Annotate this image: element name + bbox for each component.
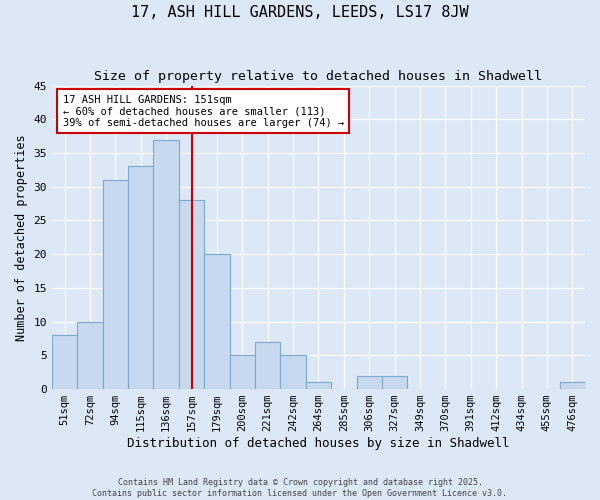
Bar xyxy=(77,322,103,389)
Bar xyxy=(179,200,204,389)
Bar xyxy=(382,376,407,389)
Bar xyxy=(356,376,382,389)
Bar xyxy=(103,180,128,389)
Bar xyxy=(280,356,306,389)
Bar xyxy=(128,166,154,389)
Y-axis label: Number of detached properties: Number of detached properties xyxy=(15,134,28,340)
X-axis label: Distribution of detached houses by size in Shadwell: Distribution of detached houses by size … xyxy=(127,437,510,450)
Bar xyxy=(154,140,179,389)
Bar xyxy=(255,342,280,389)
Title: Size of property relative to detached houses in Shadwell: Size of property relative to detached ho… xyxy=(94,70,542,83)
Text: 17 ASH HILL GARDENS: 151sqm
← 60% of detached houses are smaller (113)
39% of se: 17 ASH HILL GARDENS: 151sqm ← 60% of det… xyxy=(62,94,344,128)
Bar xyxy=(230,356,255,389)
Bar xyxy=(560,382,585,389)
Bar xyxy=(52,335,77,389)
Text: Contains HM Land Registry data © Crown copyright and database right 2025.
Contai: Contains HM Land Registry data © Crown c… xyxy=(92,478,508,498)
Text: 17, ASH HILL GARDENS, LEEDS, LS17 8JW: 17, ASH HILL GARDENS, LEEDS, LS17 8JW xyxy=(131,5,469,20)
Bar xyxy=(306,382,331,389)
Bar xyxy=(204,254,230,389)
